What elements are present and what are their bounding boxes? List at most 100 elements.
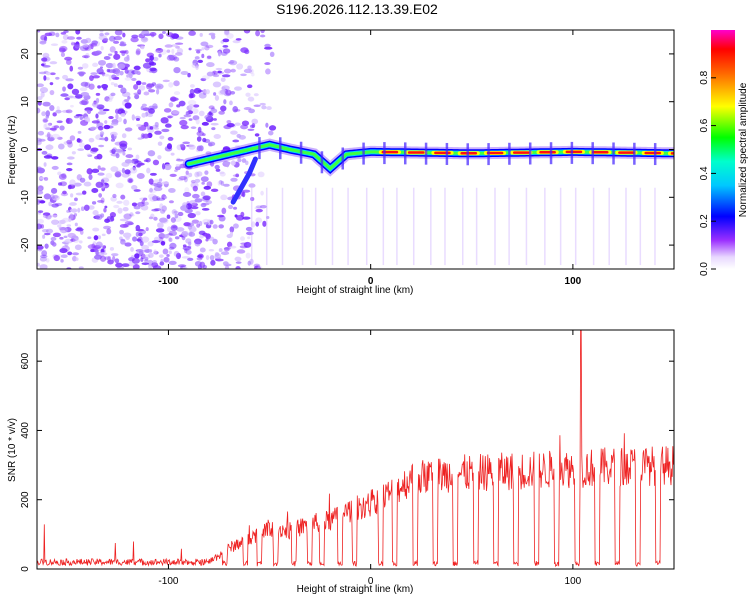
spectrogram-cell — [173, 210, 179, 214]
spectrogram-cell — [74, 197, 78, 202]
spectrogram-cell — [46, 132, 51, 139]
spectrogram-cell — [159, 203, 164, 210]
spectrogram-streak — [544, 187, 546, 266]
spectrogram-cell — [126, 74, 130, 78]
spectrogram-cell — [255, 205, 263, 209]
spectrogram-cell — [37, 190, 44, 195]
spectrogram-cell — [74, 222, 78, 227]
spectrogram-cell — [141, 103, 147, 107]
spectrogram-cell — [162, 248, 169, 255]
spectrogram-cell — [49, 127, 57, 131]
spectrogram-cell — [44, 32, 53, 37]
spectrogram-cell — [43, 176, 49, 181]
spectrogram-cell — [149, 187, 153, 193]
spectrogram-cell — [159, 217, 168, 223]
spectrogram-cell — [42, 212, 51, 216]
spectrogram-cell — [41, 228, 49, 233]
spectrogram-cell — [61, 39, 68, 44]
spectrogram-cell — [220, 77, 226, 82]
spectrogram-cell — [194, 240, 201, 247]
spectrogram-cell — [94, 155, 100, 160]
spectrogram-cell — [96, 122, 104, 127]
spectrogram-streak — [625, 187, 627, 266]
spectrogram-cell — [241, 120, 250, 126]
spectrogram-cell — [135, 117, 140, 121]
spectrogram-cell — [120, 238, 126, 242]
spectrogram-cell — [251, 123, 256, 129]
spectrogram-cell — [212, 74, 220, 78]
spectrogram-cell — [268, 125, 277, 131]
spectrogram-cell — [141, 112, 147, 118]
spectrogram-cell — [198, 230, 206, 235]
spectrogram-cell — [188, 47, 192, 51]
spectrogram-cell — [113, 83, 118, 87]
spectrogram-cell — [221, 207, 227, 215]
spectrogram-cell — [119, 223, 129, 228]
spectrogram-cell — [187, 257, 194, 261]
spectrogram-cell — [134, 94, 140, 100]
spectrogram-cell — [37, 188, 43, 192]
spectrogram-cell — [50, 236, 57, 241]
spectrogram-cell — [45, 134, 53, 138]
spectrogram-cell — [218, 248, 223, 253]
spectrogram-cell — [60, 259, 64, 263]
spectrogram-streak — [559, 187, 562, 266]
spectrogram-cell — [101, 71, 105, 77]
spectrogram-cell — [71, 151, 76, 155]
spectrogram-cell — [113, 40, 120, 44]
spectrogram-cell — [39, 86, 49, 93]
spectrogram-cell — [133, 84, 139, 90]
spectrogram-cell — [112, 193, 117, 199]
spectrogram-cell — [128, 73, 133, 79]
spectrogram-cell — [65, 109, 73, 114]
spectrogram-cell — [245, 92, 251, 97]
spectrogram-cell — [109, 149, 114, 154]
spectrogram-cell — [158, 53, 162, 58]
spectrogram-cell — [72, 252, 80, 256]
spectrogram-cell — [151, 208, 160, 212]
spectrogram-cell — [188, 231, 196, 237]
spectrogram-cell — [160, 240, 166, 246]
spectrogram-cell — [189, 200, 197, 206]
spectrogram-cell — [208, 248, 215, 252]
spectrogram-streak — [301, 187, 304, 266]
spectrogram-cell — [269, 51, 275, 57]
spectrogram-cell — [167, 233, 173, 236]
spectrogram-cell — [124, 159, 133, 164]
bottom-x-axis: -100 0 100 — [158, 330, 582, 587]
spectrogram-cell — [49, 89, 55, 96]
spectrogram-cell — [197, 59, 204, 64]
spectrogram-cell — [199, 234, 204, 239]
spectrogram-cell — [55, 76, 60, 80]
spectrogram-cell — [205, 44, 214, 49]
spectrogram-cell — [132, 264, 140, 269]
spectrogram-cell — [247, 260, 252, 266]
spectrogram-cell — [236, 63, 244, 70]
spectrogram-cell — [143, 201, 149, 206]
spectrogram-cell — [199, 261, 206, 269]
spectrogram-cell — [99, 32, 104, 37]
spectrogram-cell — [194, 198, 203, 203]
spectrogram-cell — [48, 201, 52, 207]
spectrogram-cell — [45, 228, 54, 234]
spectrogram-cell — [92, 75, 100, 79]
spectrogram-cell — [168, 260, 177, 266]
spectrogram-cell — [132, 236, 137, 242]
spectrogram-cell — [228, 204, 234, 210]
bottom-y-tick-label: 600 — [20, 352, 31, 369]
spectrogram-cell — [204, 170, 209, 175]
spectrogram-cell — [170, 217, 176, 223]
spectrogram-cell — [148, 178, 154, 185]
spectrogram-cell — [222, 48, 231, 54]
spectrogram-cell — [152, 195, 159, 202]
spectrogram-cell — [102, 245, 107, 249]
spectrogram-cell — [179, 116, 186, 120]
spectrogram-cell — [69, 213, 74, 220]
spectrogram-cell — [135, 48, 141, 55]
spectrogram-cell — [215, 168, 221, 172]
spectrogram-cell — [265, 122, 269, 128]
spectrogram-cell — [156, 85, 161, 88]
spectrogram-cell — [59, 248, 68, 254]
top-x-tick-label: 0 — [368, 276, 374, 287]
spectrogram-cell — [119, 43, 127, 47]
